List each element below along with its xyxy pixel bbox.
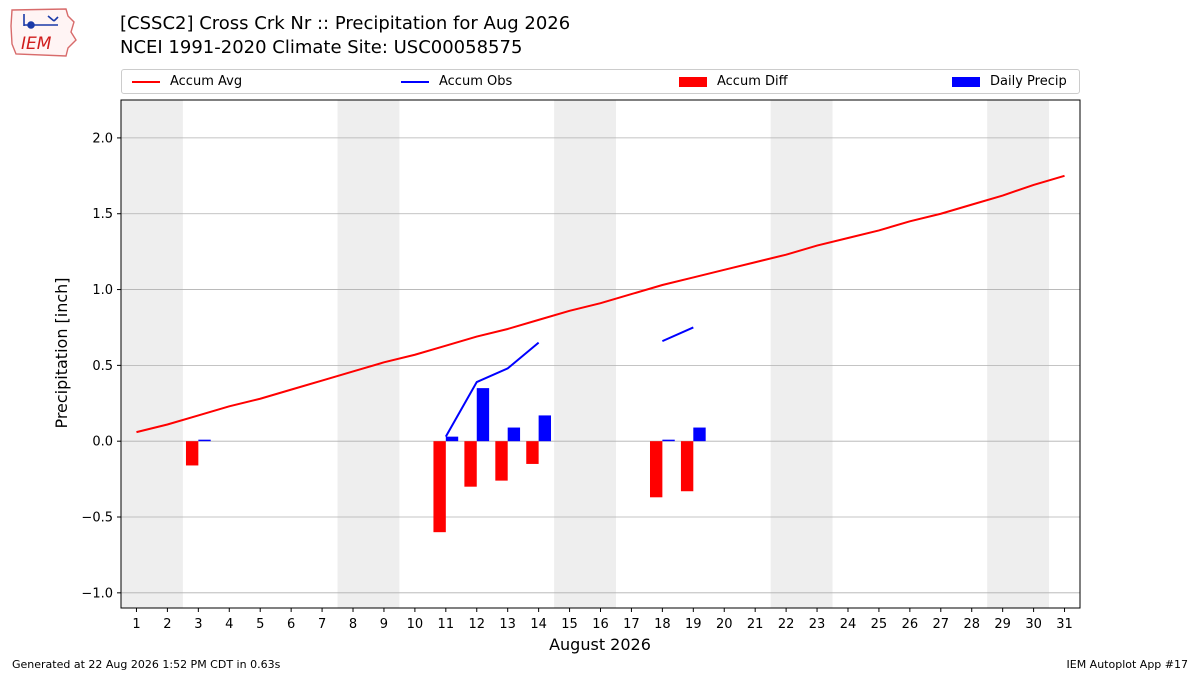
bar-accum-diff-day-19: [680, 441, 694, 492]
xtick-label: 11: [438, 617, 455, 632]
xtick-label: 12: [468, 617, 485, 632]
bar-daily-precip-day-18: [662, 439, 675, 442]
chart-subtitle: NCEI 1991-2020 Climate Site: USC00058575: [120, 37, 523, 58]
legend-label-accum-diff: Accum Diff: [717, 74, 788, 89]
xtick-label: 29: [994, 617, 1011, 632]
xtick-label: 20: [716, 617, 733, 632]
xtick-label: 23: [809, 617, 826, 632]
ytick-label: 1.5: [92, 207, 113, 222]
bar-daily-precip-day-14: [538, 415, 552, 442]
xtick-label: 19: [685, 617, 702, 632]
ytick-label: 0.0: [92, 435, 113, 450]
weekend-band-4: [987, 100, 1050, 608]
iowa-state-outline-icon: [10, 8, 77, 57]
app-id-label: IEM Autoplot App #17: [1066, 658, 1189, 671]
bar-accum-diff-day-13: [495, 441, 508, 481]
weekend-band-2: [554, 100, 616, 608]
xtick-label: 9: [380, 617, 388, 632]
xtick-label: 30: [1025, 617, 1042, 632]
legend-swatch-accum-diff: [679, 76, 707, 87]
bar-accum-diff-day-14: [526, 441, 539, 464]
xtick-label: 26: [902, 617, 919, 632]
weekend-band-3: [770, 100, 833, 608]
bar-accum-diff-day-11: [433, 441, 446, 533]
xtick-label: 16: [592, 617, 609, 632]
weekend-band-1: [337, 100, 400, 608]
ytick-label: 0.5: [92, 359, 113, 374]
bar-daily-precip-day-12: [476, 388, 490, 442]
chart-legend: Accum Avg Accum Obs Accum Diff Daily Pre…: [121, 69, 1080, 94]
bar-daily-precip-day-13: [507, 427, 521, 442]
xtick-label: 21: [747, 617, 764, 632]
x-axis-ticks: 1 2 3 4 5 6 7 8 9 10 11 12 13 14 15 16 17 18 19 20 21 22 23 24 2…: [132, 608, 1073, 632]
line-accum-avg: [136, 174, 1065, 434]
ytick-label: −1.0: [81, 586, 113, 601]
bar-accum-diff-day-3: [185, 441, 199, 466]
y-axis-label: Precipitation [inch]: [52, 277, 71, 428]
xtick-label: 15: [561, 617, 578, 632]
ytick-label: −0.5: [81, 511, 113, 526]
bar-daily-precip-day-19: [693, 427, 706, 442]
y-gridlines: [121, 137, 1080, 594]
ytick-label: 1.0: [92, 283, 113, 298]
xtick-label: 27: [933, 617, 950, 632]
xtick-label: 1: [132, 617, 140, 632]
xtick-label: 31: [1056, 617, 1073, 632]
legend-item-accum-diff: Accum Diff: [679, 70, 788, 93]
xtick-label: 22: [778, 617, 795, 632]
logo-text: IEM: [21, 34, 52, 54]
line-accum-obs-segment-0: [444, 341, 540, 438]
legend-label-daily-precip: Daily Precip: [990, 74, 1067, 89]
line-accum-obs-segment-1: [661, 326, 694, 343]
lines: [136, 174, 1065, 438]
legend-swatch-accum-avg: [132, 80, 160, 83]
bar-accum-diff-day-18: [649, 441, 663, 498]
generated-timestamp: Generated at 22 Aug 2026 1:52 PM CDT in …: [12, 658, 281, 671]
xtick-label: 25: [871, 617, 888, 632]
xtick-label: 2: [163, 617, 171, 632]
weekend-shading: [121, 100, 1050, 608]
legend-item-daily-precip: Daily Precip: [952, 70, 1067, 93]
iem-logo: IEM: [10, 8, 77, 57]
legend-swatch-daily-precip: [952, 76, 980, 87]
weekend-band-0: [121, 100, 183, 608]
x-axis-label: August 2026: [549, 635, 651, 654]
legend-label-accum-obs: Accum Obs: [439, 74, 513, 89]
xtick-label: 17: [623, 617, 640, 632]
weather-station-icon: [23, 14, 59, 29]
xtick-label: 8: [349, 617, 357, 632]
legend-label-accum-avg: Accum Avg: [170, 74, 243, 89]
bar-daily-precip-day-11: [445, 436, 459, 442]
y-axis-ticks: −1.0 −0.5 0.0 0.5 1.0 1.5 2.0: [81, 131, 121, 601]
xtick-label: 6: [287, 617, 295, 632]
bars: [185, 388, 706, 533]
legend-item-accum-obs: Accum Obs: [401, 70, 512, 93]
ytick-label: 2.0: [92, 131, 113, 146]
xtick-label: 7: [318, 617, 326, 632]
xtick-label: 24: [840, 617, 857, 632]
xtick-label: 3: [194, 617, 202, 632]
xtick-label: 5: [256, 617, 264, 632]
xtick-label: 28: [963, 617, 980, 632]
chart-title: [CSSC2] Cross Crk Nr :: Precipitation fo…: [120, 13, 571, 34]
xtick-label: 10: [407, 617, 424, 632]
xtick-label: 13: [499, 617, 516, 632]
xtick-label: 4: [225, 617, 233, 632]
legend-item-accum-avg: Accum Avg: [132, 70, 242, 93]
bar-daily-precip-day-3: [198, 439, 211, 442]
bar-accum-diff-day-12: [464, 441, 477, 487]
legend-swatch-accum-obs: [401, 80, 429, 83]
xtick-label: 18: [654, 617, 671, 632]
xtick-label: 14: [530, 617, 547, 632]
